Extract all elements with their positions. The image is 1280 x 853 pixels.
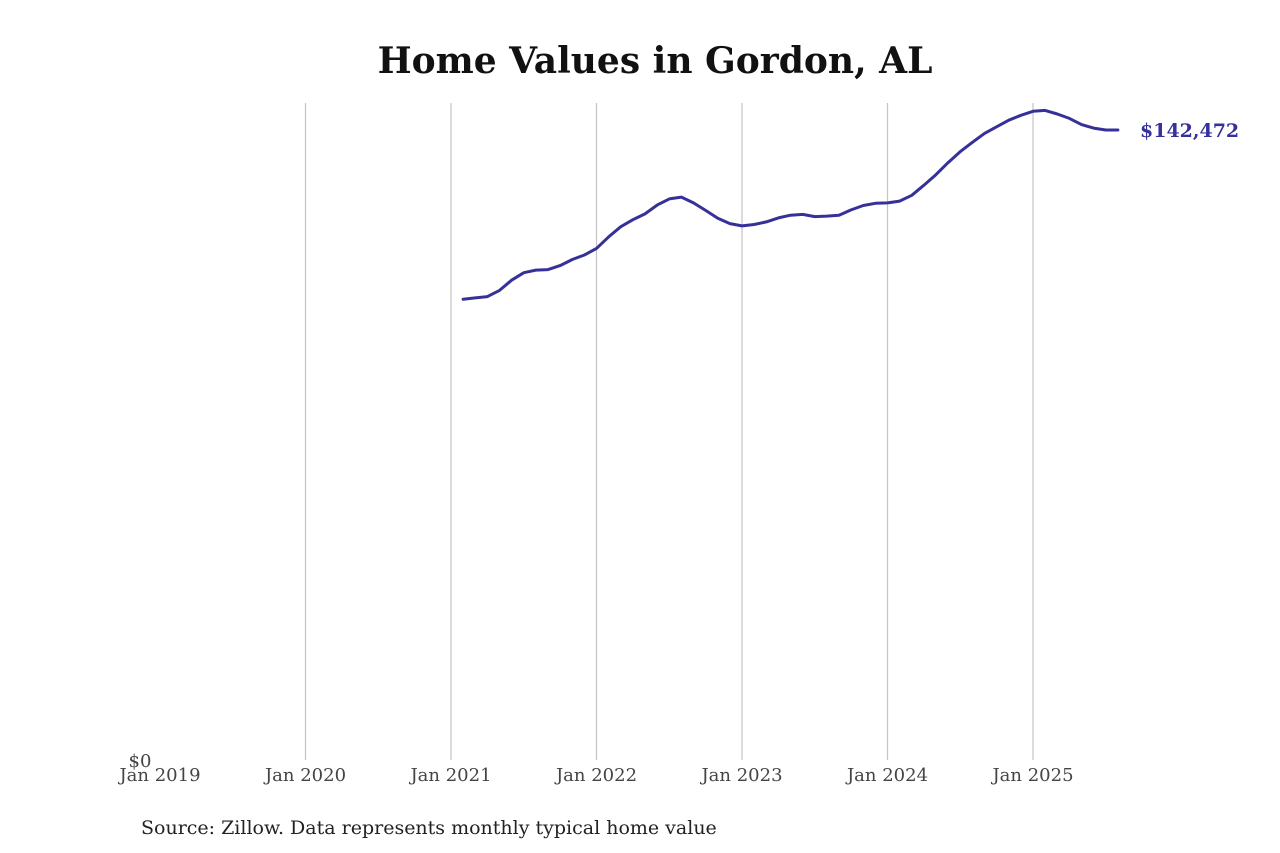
- x-tick-label: Jan 2024: [845, 765, 928, 786]
- series-lines: [461, 108, 1120, 301]
- x-tick-label: Jan 2023: [699, 765, 782, 786]
- x-axis-tick-labels: Jan 2019 Jan 2020 Jan 2021 Jan 2022 Jan 2023…: [117, 765, 1073, 786]
- source-note: Source: Zillow. Data represents monthly …: [141, 817, 717, 839]
- x-tick-label: Jan 2020: [263, 765, 346, 786]
- y-axis-tick-labels: $0: [129, 751, 152, 772]
- x-tick-label: Jan 2021: [408, 765, 491, 786]
- end-value-label: $142,472: [1140, 120, 1239, 142]
- x-tick-label: Jan 2022: [554, 765, 637, 786]
- x-tick-label: Jan 2025: [990, 765, 1073, 786]
- vertical-gridlines: [304, 103, 1034, 760]
- series-line-0: [461, 108, 1120, 301]
- chart-title: Home Values in Gordon, AL: [378, 40, 933, 82]
- x-tick-label: Jan 2019: [117, 765, 200, 786]
- y-tick-label: $0: [129, 751, 152, 772]
